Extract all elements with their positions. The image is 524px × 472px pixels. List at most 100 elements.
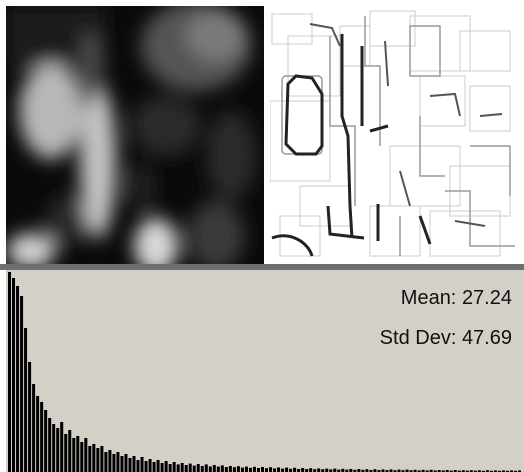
viewport-divider bbox=[264, 0, 270, 266]
histogram-bar bbox=[441, 470, 445, 472]
histogram-bar bbox=[8, 272, 12, 472]
histogram-bar bbox=[305, 469, 309, 472]
image-viewport-edges[interactable] bbox=[270, 6, 524, 264]
histogram-bar bbox=[445, 470, 449, 472]
histogram-bar bbox=[425, 470, 429, 472]
histogram-bar bbox=[321, 469, 325, 472]
histogram-bar bbox=[341, 468, 345, 472]
histogram-bar bbox=[16, 286, 20, 472]
histogram-bar bbox=[188, 463, 192, 472]
histogram-bar bbox=[252, 466, 256, 472]
histogram-bar bbox=[156, 460, 160, 472]
histogram-bar bbox=[453, 470, 457, 472]
histogram-bar bbox=[196, 464, 200, 472]
histogram-bar bbox=[381, 469, 385, 472]
histogram-bar bbox=[401, 470, 405, 472]
std-dev-value: 47.69 bbox=[461, 327, 512, 349]
histogram-bar bbox=[517, 470, 521, 472]
histogram-bar bbox=[152, 462, 156, 472]
histogram-bar bbox=[329, 469, 333, 472]
histogram-bar bbox=[244, 466, 248, 472]
histogram-bar bbox=[92, 444, 96, 472]
histogram-bar bbox=[297, 469, 301, 472]
histogram-bar bbox=[397, 469, 401, 472]
histogram-bar bbox=[96, 448, 100, 472]
panel-separator bbox=[0, 264, 524, 270]
histogram-bar bbox=[212, 465, 216, 472]
histogram-bar bbox=[481, 470, 485, 472]
histogram-bar bbox=[345, 469, 349, 472]
histogram-bar bbox=[176, 464, 180, 472]
edge-detected-image bbox=[270, 6, 524, 264]
std-dev-stat: Std Dev: 47.69 bbox=[380, 327, 512, 350]
mean-value: 27.24 bbox=[461, 287, 512, 309]
histogram-bar bbox=[256, 468, 260, 472]
histogram-bar bbox=[192, 465, 196, 472]
histogram-bar bbox=[104, 452, 108, 472]
histogram-bar bbox=[80, 442, 84, 472]
std-dev-label: Std Dev: bbox=[379, 327, 457, 349]
histogram-bar bbox=[184, 465, 188, 472]
histogram-bar bbox=[485, 470, 489, 472]
histogram-bar bbox=[48, 418, 52, 472]
histogram-bar bbox=[136, 460, 140, 472]
histogram-bar bbox=[413, 469, 417, 472]
histogram-bar bbox=[248, 467, 252, 472]
histogram-bar bbox=[56, 428, 60, 472]
histogram-bar bbox=[433, 470, 437, 472]
histogram-bar bbox=[501, 470, 505, 472]
histogram-bar bbox=[76, 436, 80, 472]
histogram-bar bbox=[260, 467, 264, 472]
histogram-bar bbox=[88, 446, 92, 472]
histogram-bar bbox=[313, 469, 317, 472]
histogram-bar bbox=[20, 296, 24, 472]
histogram-bar bbox=[293, 467, 297, 472]
histogram-bar bbox=[128, 458, 132, 472]
histogram-bar bbox=[265, 468, 269, 472]
histogram-bar bbox=[457, 470, 461, 472]
histogram-bar bbox=[228, 466, 232, 472]
histogram-bar bbox=[269, 467, 273, 472]
histogram-bar bbox=[52, 424, 56, 472]
histogram-bar bbox=[120, 456, 124, 472]
histogram-bar bbox=[513, 470, 517, 472]
histogram-bar bbox=[285, 467, 289, 472]
histogram-bar bbox=[393, 470, 397, 472]
histogram-bar bbox=[437, 470, 441, 472]
image-viewport-original[interactable] bbox=[6, 6, 264, 264]
histogram-bar bbox=[236, 466, 240, 472]
histogram-bar bbox=[461, 470, 465, 472]
histogram-bar bbox=[112, 454, 116, 472]
histogram-bar bbox=[373, 469, 377, 472]
histogram-bar bbox=[148, 459, 152, 472]
histogram-bar bbox=[72, 438, 76, 472]
histogram-bar bbox=[369, 470, 373, 472]
histogram-bar bbox=[317, 468, 321, 472]
histogram-bar bbox=[429, 469, 433, 472]
mean-label: Mean: bbox=[400, 287, 457, 309]
histogram-bar bbox=[208, 466, 212, 472]
histogram-bar bbox=[277, 467, 281, 472]
histogram-bar bbox=[40, 402, 44, 472]
blurred-grayscale-image bbox=[6, 6, 264, 264]
histogram-bar bbox=[469, 470, 473, 472]
histogram-panel: Mean: 27.24 Std Dev: 47.69 bbox=[6, 270, 524, 472]
histogram-bar bbox=[60, 422, 64, 472]
histogram-bar bbox=[509, 470, 513, 472]
histogram-bar bbox=[232, 467, 236, 472]
histogram-bar bbox=[64, 434, 68, 472]
histogram-bar bbox=[505, 470, 509, 472]
histogram-bar bbox=[100, 446, 104, 472]
histogram-bar bbox=[36, 396, 40, 472]
histogram-chart bbox=[8, 272, 521, 472]
histogram-bar bbox=[477, 470, 481, 472]
histogram-bar bbox=[144, 461, 148, 472]
histogram-bar bbox=[172, 462, 176, 472]
histogram-bar bbox=[325, 468, 329, 472]
histogram-bar bbox=[365, 469, 369, 472]
histogram-bar bbox=[160, 463, 164, 472]
histogram-bar bbox=[44, 410, 48, 472]
histogram-bar bbox=[385, 470, 389, 472]
histogram-bar bbox=[449, 470, 453, 472]
